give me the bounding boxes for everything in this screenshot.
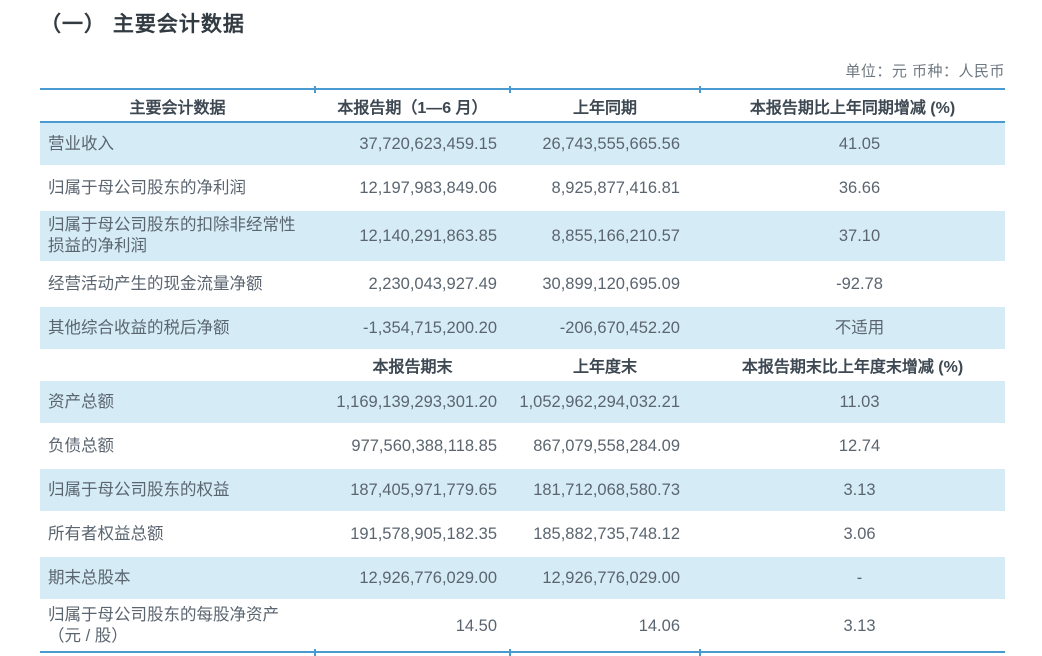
table-row: 归属于母公司股东的每股净资产（元 / 股） 14.50 14.06 3.13 bbox=[40, 600, 1005, 652]
column-divider-tick bbox=[509, 649, 511, 656]
current-value: -1,354,715,200.20 bbox=[363, 318, 497, 337]
header-end-of-prior-year: 上年度末 bbox=[510, 350, 700, 380]
prior-value: 867,079,558,284.09 bbox=[533, 436, 680, 455]
current-value: 14.50 bbox=[455, 616, 497, 635]
row-label: 负债总额 bbox=[48, 436, 114, 455]
current-value: 187,405,971,779.65 bbox=[350, 480, 497, 499]
prior-value: 12,926,776,029.00 bbox=[542, 568, 680, 587]
prior-value: 185,882,735,748.12 bbox=[533, 524, 680, 543]
change-value: - bbox=[856, 568, 863, 587]
table-row: 经营活动产生的现金流量净额 2,230,043,927.49 30,899,12… bbox=[40, 262, 1005, 306]
change-value: 37.10 bbox=[838, 226, 881, 245]
header-main-indicators: 主要会计数据 bbox=[129, 99, 226, 117]
table-row: 其他综合收益的税后净额 -1,354,715,200.20 -206,670,4… bbox=[40, 306, 1005, 350]
table-row: 归属于母公司股东的净利润 12,197,983,849.06 8,925,877… bbox=[40, 166, 1005, 210]
current-value: 191,578,905,182.35 bbox=[350, 524, 497, 543]
column-divider-tick bbox=[509, 85, 511, 93]
header-blank bbox=[40, 350, 315, 380]
row-label: 经营活动产生的现金流量净额 bbox=[48, 274, 263, 293]
prior-value: 8,855,166,210.57 bbox=[551, 226, 680, 245]
column-divider-tick bbox=[314, 85, 316, 93]
header-current-period: 本报告期（1—6 月） bbox=[337, 99, 488, 117]
current-value: 12,926,776,029.00 bbox=[359, 568, 497, 587]
current-value: 977,560,388,118.85 bbox=[351, 436, 497, 455]
column-divider-tick bbox=[314, 649, 316, 656]
prior-value: -206,670,452.20 bbox=[559, 318, 680, 337]
header-period-change: 本报告期比上年同期增减 (%) bbox=[749, 99, 956, 117]
prior-value: 26,743,555,665.56 bbox=[542, 134, 680, 153]
change-value: -92.78 bbox=[836, 274, 883, 293]
current-value: 2,230,043,927.49 bbox=[368, 274, 497, 293]
table-row: 归属于母公司股东的扣除非经常性损益的净利润 12,140,291,863.85 … bbox=[40, 210, 1005, 262]
column-divider-tick bbox=[699, 649, 701, 656]
table-row: 归属于母公司股东的权益 187,405,971,779.65 181,712,0… bbox=[40, 468, 1005, 512]
row-label: 期末总股本 bbox=[48, 568, 131, 587]
change-value: 36.66 bbox=[838, 178, 881, 197]
table-row: 资产总额 1,169,139,293,301.20 1,052,962,294,… bbox=[40, 380, 1005, 424]
accounting-data-table: 主要会计数据 本报告期（1—6 月） 上年同期 本报告期比上年同期增减 (%) … bbox=[40, 88, 1005, 653]
row-label: 资产总额 bbox=[48, 392, 114, 411]
table-header-period-end: 本报告期末 上年度末 本报告期末比上年度末增减 (%) bbox=[40, 350, 1005, 380]
accounting-data-table-wrap: 主要会计数据 本报告期（1—6 月） 上年同期 本报告期比上年同期增减 (%) … bbox=[40, 85, 1005, 656]
row-label: 营业收入 bbox=[48, 134, 114, 153]
change-value: 12.74 bbox=[838, 436, 881, 455]
change-value: 3.13 bbox=[843, 480, 876, 499]
change-value: 3.06 bbox=[843, 524, 876, 543]
table-row: 营业收入 37,720,623,459.15 26,743,555,665.56… bbox=[40, 122, 1005, 166]
table-header-period: 主要会计数据 本报告期（1—6 月） 上年同期 本报告期比上年同期增减 (%) bbox=[40, 89, 1005, 122]
row-label: 归属于母公司股东的扣除非经常性损益的净利润 bbox=[48, 216, 296, 255]
current-value: 37,720,623,459.15 bbox=[359, 134, 497, 153]
table-row: 所有者权益总额 191,578,905,182.35 185,882,735,7… bbox=[40, 512, 1005, 556]
page-title: （一） 主要会计数据 bbox=[40, 13, 245, 36]
current-value: 12,140,291,863.85 bbox=[359, 226, 497, 245]
row-label: 归属于母公司股东的每股净资产（元 / 股） bbox=[48, 606, 279, 645]
prior-value: 1,052,962,294,032.21 bbox=[519, 392, 680, 411]
change-value: 不适用 bbox=[834, 318, 885, 337]
column-divider-tick bbox=[699, 85, 701, 93]
header-end-change: 本报告期末比上年度末增减 (%) bbox=[700, 350, 1005, 380]
prior-value: 181,712,068,580.73 bbox=[533, 480, 680, 499]
change-value: 41.05 bbox=[838, 134, 881, 153]
prior-value: 14.06 bbox=[638, 616, 680, 635]
report-page: （一） 主要会计数据 单位：元 币种：人民币 主要会计数据 本报告期（1—6 月… bbox=[40, 13, 1005, 656]
row-label: 其他综合收益的税后净额 bbox=[48, 318, 230, 337]
row-label: 归属于母公司股东的净利润 bbox=[48, 178, 246, 197]
header-prior-period: 上年同期 bbox=[572, 99, 637, 117]
table-row: 期末总股本 12,926,776,029.00 12,926,776,029.0… bbox=[40, 556, 1005, 600]
current-value: 12,197,983,849.06 bbox=[359, 178, 497, 197]
row-label: 所有者权益总额 bbox=[48, 524, 164, 543]
header-end-of-period: 本报告期末 bbox=[315, 350, 510, 380]
change-value: 3.13 bbox=[843, 616, 876, 635]
change-value: 11.03 bbox=[839, 392, 880, 411]
table-row: 负债总额 977,560,388,118.85 867,079,558,284.… bbox=[40, 424, 1005, 468]
row-label: 归属于母公司股东的权益 bbox=[48, 480, 230, 499]
current-value: 1,169,139,293,301.20 bbox=[336, 392, 497, 411]
prior-value: 8,925,877,416.81 bbox=[551, 178, 680, 197]
unit-currency-note: 单位：元 币种：人民币 bbox=[845, 63, 1005, 80]
prior-value: 30,899,120,695.09 bbox=[542, 274, 680, 293]
